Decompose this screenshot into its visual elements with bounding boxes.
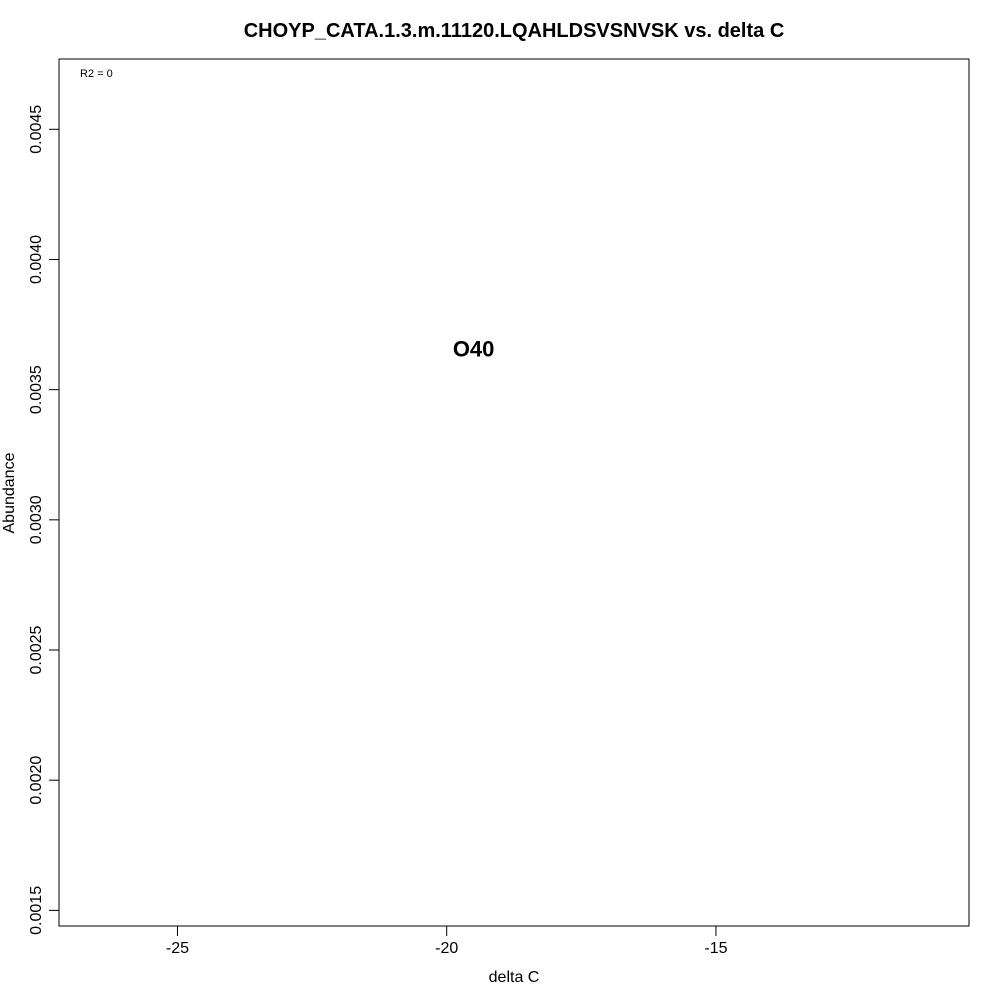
x-tick-label: -25 — [166, 940, 189, 957]
y-tick-label: 0.0040 — [28, 235, 45, 284]
x-axis-label: delta C — [489, 969, 540, 986]
data-point-label: O40 — [453, 336, 495, 361]
y-tick-label: 0.0025 — [28, 625, 45, 674]
chart-title: CHOYP_CATA.1.3.m.11120.LQAHLDSVSNVSK vs.… — [244, 20, 785, 42]
plot-frame — [58, 58, 970, 927]
x-tick-label: -15 — [704, 940, 727, 957]
x-axis: -25 -20 -15 — [166, 926, 728, 957]
r2-annotation: R2 = 0 — [80, 68, 113, 80]
y-axis: 0.0015 0.0020 0.0025 0.0030 0.0035 0.0040 0.00… — [28, 105, 59, 935]
y-tick-label: 0.0030 — [28, 495, 45, 544]
data-points: O40 — [453, 336, 495, 361]
y-tick-label: 0.0035 — [28, 365, 45, 414]
x-tick-label: -20 — [435, 940, 458, 957]
y-tick-label: 0.0015 — [28, 886, 45, 935]
y-axis-label: Abundance — [1, 452, 18, 533]
y-tick-label: 0.0045 — [28, 105, 45, 154]
y-tick-label: 0.0020 — [28, 756, 45, 805]
